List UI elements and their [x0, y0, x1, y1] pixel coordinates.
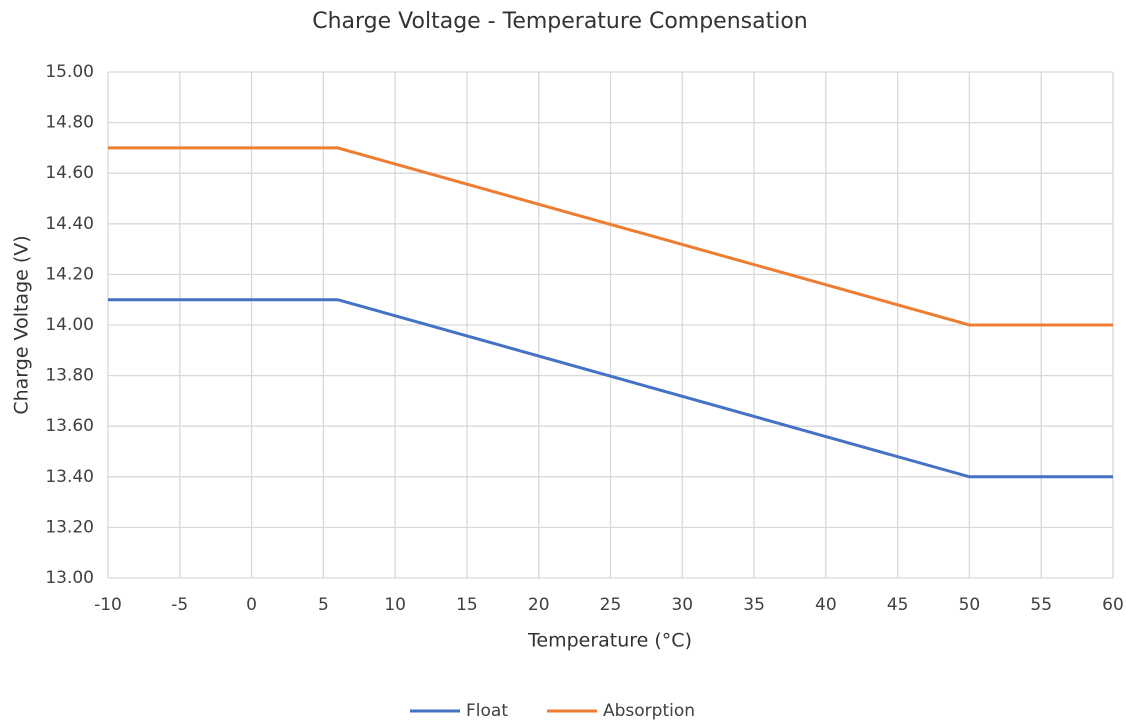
x-axis-title: Temperature (°C) [527, 630, 692, 652]
x-tick-label: 20 [528, 595, 550, 615]
x-tick-label: 30 [671, 595, 693, 615]
y-tick-label: 13.20 [45, 517, 94, 537]
x-tick-label: 35 [743, 595, 765, 615]
x-tick-label: 40 [815, 595, 837, 615]
x-tick-label: -5 [171, 595, 188, 615]
x-tick-label: -10 [94, 595, 122, 615]
line-series [108, 298, 1113, 479]
y-tick-label: 14.40 [45, 214, 94, 234]
y-tick-label: 14.60 [45, 163, 94, 183]
y-tick-label: 13.60 [45, 416, 94, 436]
y-tick-label: 15.00 [45, 62, 94, 82]
x-tick-label: 45 [887, 595, 909, 615]
x-tick-label: 55 [1030, 595, 1052, 615]
y-axis-title: Charge Voltage (V) [11, 235, 33, 414]
y-tick-label: 13.40 [45, 467, 94, 487]
line-series [108, 146, 1113, 327]
x-tick-label: 60 [1102, 595, 1124, 615]
chart-title: Charge Voltage - Temperature Compensatio… [312, 9, 808, 34]
x-tick-label: 5 [318, 595, 329, 615]
x-tick-label: 10 [384, 595, 406, 615]
y-tick-label: 14.00 [45, 315, 94, 335]
y-tick-label: 13.00 [45, 568, 94, 588]
y-tick-label: 14.20 [45, 264, 94, 284]
x-tick-label: 15 [456, 595, 478, 615]
y-tick-label: 13.80 [45, 366, 94, 386]
legend-label: Absorption [603, 701, 695, 721]
y-tick-label: 14.80 [45, 113, 94, 133]
x-tick-label: 50 [959, 595, 981, 615]
x-tick-label: 0 [246, 595, 257, 615]
x-tick-label: 25 [600, 595, 622, 615]
legend-label: Float [466, 701, 508, 721]
